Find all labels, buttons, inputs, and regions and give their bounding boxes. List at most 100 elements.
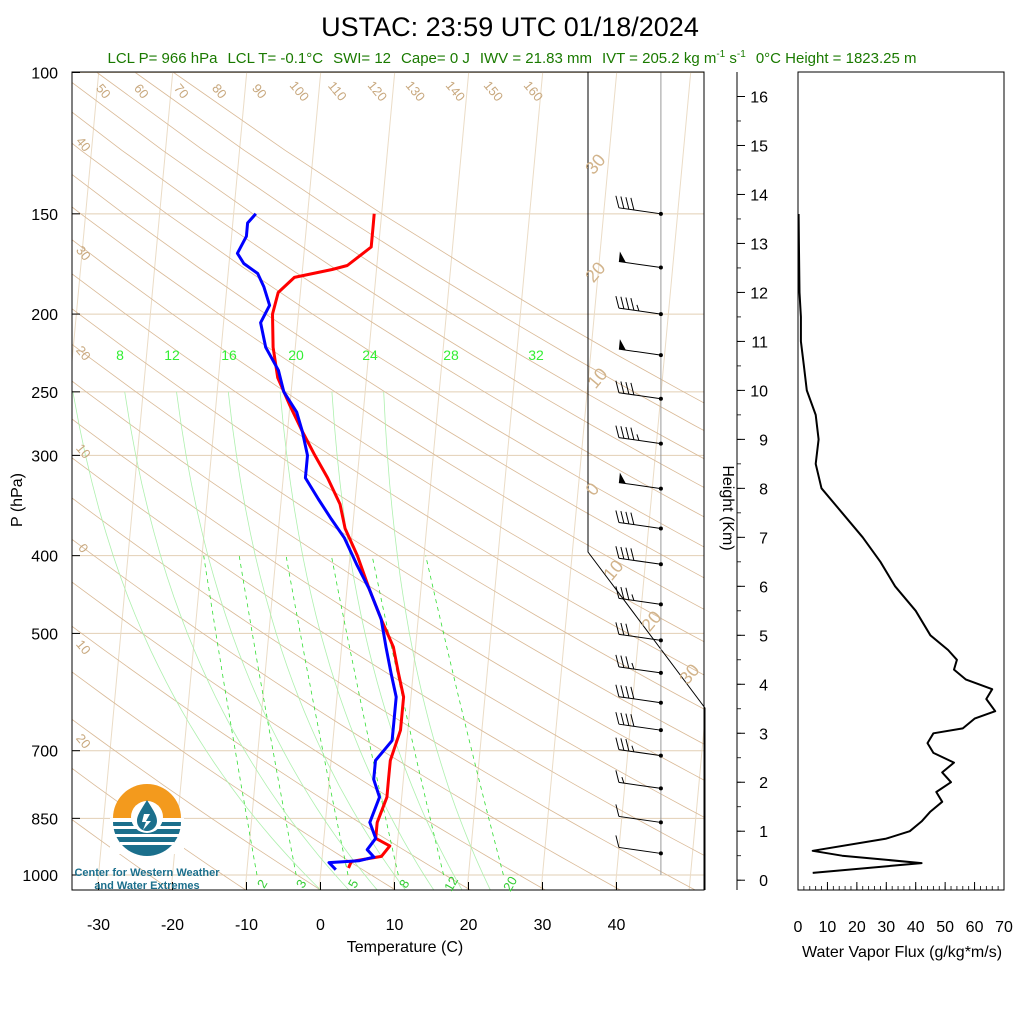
moist-adiabat-label: 8 <box>116 347 124 363</box>
cape-value: Cape= 0 J <box>401 50 470 67</box>
dry-adiabat-line <box>72 343 704 745</box>
hodograph-label: 0 <box>582 479 604 500</box>
wvf-x-tick-label: 60 <box>966 919 984 936</box>
wind-barb <box>615 295 663 317</box>
x-tick-label: -10 <box>235 917 258 934</box>
x-tick-label: -20 <box>161 917 184 934</box>
isotherm-line <box>688 723 704 890</box>
height-tick-label: 0 <box>759 873 768 890</box>
mixing-ratio-label: 12 <box>441 874 461 894</box>
wvf-y-axis-label: Height (Km) <box>719 465 736 550</box>
moist-adiabat-label: 20 <box>288 347 304 363</box>
isotherm-label: 30 <box>73 243 94 264</box>
wind-barb <box>615 770 663 791</box>
hodograph-label: 10 <box>599 556 627 584</box>
isotherm-line <box>96 72 174 890</box>
isotherm-label: 80 <box>209 81 230 102</box>
logo-line-2: and Water Extremes <box>94 880 199 892</box>
moist-adiabat-line <box>176 391 378 890</box>
dry-adiabat-line <box>72 308 704 710</box>
dry-adiabat-line <box>72 819 172 890</box>
mixing-ratio-label: 2 <box>254 877 271 891</box>
isotherm-label: 20 <box>73 731 94 752</box>
x-tick-label: 30 <box>534 917 552 934</box>
height-tick-label: 7 <box>759 530 768 547</box>
moist-adiabat-line <box>279 391 435 890</box>
height-tick-label: 16 <box>750 89 768 106</box>
wind-barb <box>615 737 663 758</box>
skewt-frame <box>71 71 705 891</box>
dry-adiabat-line <box>72 239 704 643</box>
y-tick-label: 850 <box>31 811 58 828</box>
y-axis-label: P (hPa) <box>9 473 26 527</box>
dry-adiabat-line <box>72 418 704 818</box>
height-tick-label: 10 <box>750 383 768 400</box>
wind-barb <box>615 654 663 675</box>
isotherm-label: 150 <box>481 78 506 104</box>
y-tick-label: 150 <box>31 207 58 224</box>
freezing-level: 0°C Height = 1823.25 m <box>756 50 917 67</box>
isotherm-label: 110 <box>325 78 350 104</box>
lcl-pressure: LCL P= 966 hPa <box>108 50 219 67</box>
wind-barb <box>615 804 663 825</box>
x-tick-label: -30 <box>87 917 110 934</box>
isotherm-label: 0 <box>75 541 91 556</box>
ivt-value: IVT = 205.2 kg m <box>602 50 716 67</box>
isotherm-line <box>392 72 470 890</box>
dry-adiabat-line <box>72 142 704 548</box>
dry-adiabat-line <box>135 72 704 431</box>
y-tick-label: 700 <box>31 744 58 761</box>
isotherm-line <box>318 72 396 890</box>
wind-barb <box>618 472 663 491</box>
wvf-x-tick-label: 70 <box>995 919 1013 936</box>
isotherm-line <box>614 72 692 890</box>
dry-adiabat-line <box>96 72 704 460</box>
x-tick-label: 10 <box>386 917 404 934</box>
lcl-temperature: LCL T= -0.1°C <box>227 50 323 67</box>
y-tick-label: 200 <box>31 307 58 324</box>
wind-barb <box>615 835 663 856</box>
wvf-x-tick-label: 30 <box>877 919 895 936</box>
height-tick-label: 11 <box>751 334 768 351</box>
dry-adiabat-line <box>72 206 704 610</box>
mixing-ratio-line <box>331 555 399 876</box>
dry-adiabat-line <box>72 718 322 890</box>
wvf-frame <box>797 71 1005 891</box>
wind-barbs <box>615 72 663 875</box>
hodograph-label: 30 <box>581 150 609 178</box>
dry-adiabat-line <box>72 581 547 890</box>
height-tick-label: 2 <box>759 775 768 792</box>
wind-barb <box>615 546 663 567</box>
x-tick-label: 20 <box>460 917 478 934</box>
mixing-ratio-line <box>371 555 444 876</box>
dry-adiabat-line <box>72 380 704 781</box>
wind-barb <box>615 684 663 705</box>
wvf-x-tick-label: 40 <box>907 919 925 936</box>
isotherm-line <box>72 72 100 367</box>
dry-adiabat-line <box>72 538 622 890</box>
mixing-ratio-line <box>425 555 504 876</box>
wvf-x-tick-label: 50 <box>936 919 954 936</box>
mixing-ratio-line <box>203 555 258 876</box>
wind-barb <box>615 712 663 733</box>
isotherm-label: 140 <box>443 78 468 104</box>
isotherm-label: 90 <box>249 81 270 102</box>
height-tick-label: 8 <box>759 481 768 498</box>
chart-title: USTAC: 23:59 UTC 01/18/2024 <box>321 12 699 42</box>
wind-barb <box>615 380 663 401</box>
isotherm-line <box>466 72 544 890</box>
moist-adiabat-line <box>383 391 491 890</box>
isotherm-label: 130 <box>403 78 428 104</box>
y-tick-label: 100 <box>31 66 58 83</box>
height-tick-label: 5 <box>759 628 768 645</box>
isotherm-label: 120 <box>365 78 390 104</box>
moist-adiabat-line <box>331 391 463 890</box>
dry-adiabat-line <box>72 457 704 856</box>
height-tick-label: 1 <box>759 824 768 841</box>
height-tick-label: 3 <box>759 726 768 743</box>
dry-adiabat-line <box>72 173 704 579</box>
height-tick-label: 6 <box>759 579 768 596</box>
